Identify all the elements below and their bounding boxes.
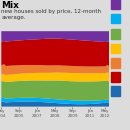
Text: Mix: Mix — [1, 1, 19, 10]
Text: new houses sold by price, 12-month
average.: new houses sold by price, 12-month avera… — [1, 9, 101, 20]
